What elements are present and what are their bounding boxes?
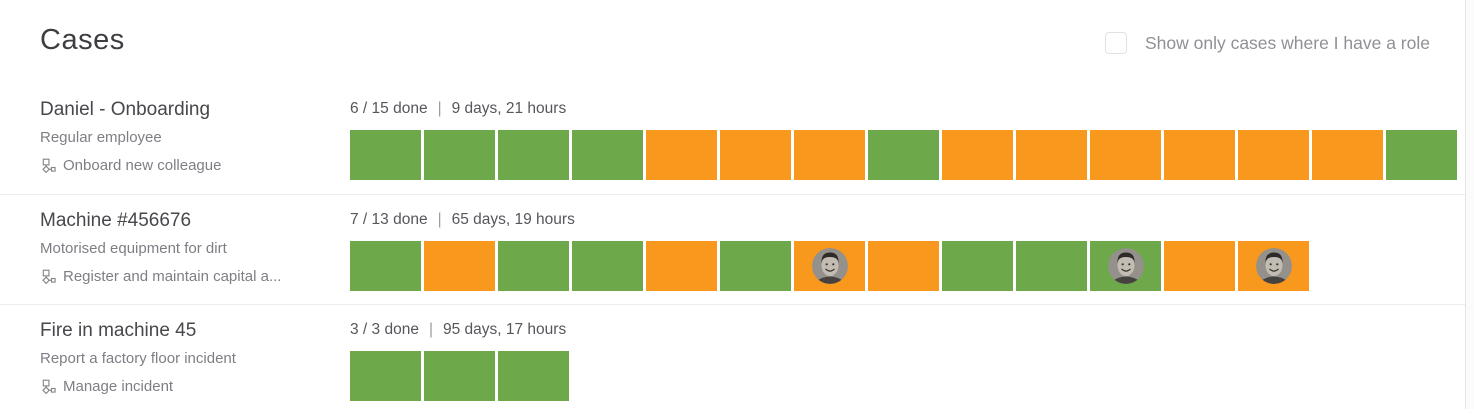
page-header: Cases Show only cases where I have a rol…: [0, 0, 1474, 84]
case-row[interactable]: Daniel - Onboarding Regular employee Onb…: [0, 84, 1474, 194]
case-info: Machine #456676 Motorised equipment for …: [40, 195, 350, 304]
progress-bar: [350, 130, 1457, 180]
case-workflow: Onboard new colleague: [40, 157, 350, 175]
progress-segment-pending[interactable]: [1164, 130, 1235, 180]
progress-bar: [350, 241, 1309, 291]
role-filter[interactable]: Show only cases where I have a role: [1104, 32, 1430, 54]
progress-segment-done[interactable]: [1090, 241, 1161, 291]
case-subtitle: Report a factory floor incident: [40, 350, 236, 367]
progress-segment-done[interactable]: [868, 130, 939, 180]
case-subtitle: Regular employee: [40, 129, 162, 146]
progress-segment-pending[interactable]: [424, 241, 495, 291]
case-title[interactable]: Fire in machine 45: [40, 320, 197, 341]
workflow-name: Onboard new colleague: [63, 157, 222, 174]
done-count: 6 / 15 done: [350, 100, 428, 117]
progress-segment-pending[interactable]: [1312, 130, 1383, 180]
progress-segment-done[interactable]: [350, 130, 421, 180]
stats-separator: |: [437, 100, 442, 117]
role-filter-checkbox[interactable]: [1104, 32, 1127, 54]
workflow-icon: [40, 379, 56, 395]
case-subtitle: Motorised equipment for dirt: [40, 240, 227, 257]
done-count: 3 / 3 done: [350, 321, 419, 338]
duration: 65 days, 19 hours: [451, 211, 575, 228]
stats-separator: |: [428, 321, 433, 338]
case-stats: 3 / 3 done | 95 days, 17 hours: [350, 321, 569, 339]
case-row[interactable]: Machine #456676 Motorised equipment for …: [0, 194, 1474, 304]
case-progress: 7 / 13 done | 65 days, 19 hours: [350, 195, 1309, 304]
case-info: Daniel - Onboarding Regular employee Onb…: [40, 84, 350, 194]
duration: 95 days, 17 hours: [442, 321, 567, 338]
progress-segment-done[interactable]: [942, 241, 1013, 291]
case-progress: 3 / 3 done | 95 days, 17 hours: [350, 305, 569, 414]
progress-segment-done[interactable]: [424, 130, 495, 180]
case-title[interactable]: Daniel - Onboarding: [40, 99, 211, 120]
progress-segment-done[interactable]: [572, 241, 643, 291]
user-avatar-icon: [1255, 248, 1292, 284]
progress-segment-pending[interactable]: [646, 241, 717, 291]
progress-segment-pending[interactable]: [868, 241, 939, 291]
progress-segment-pending[interactable]: [1090, 130, 1161, 180]
case-row[interactable]: Fire in machine 45 Report a factory floo…: [0, 304, 1474, 414]
progress-segment-done[interactable]: [572, 130, 643, 180]
progress-segment-done[interactable]: [720, 241, 791, 291]
workflow-icon: [40, 158, 56, 174]
progress-segment-done[interactable]: [498, 351, 569, 401]
progress-segment-pending[interactable]: [794, 241, 865, 291]
case-info: Fire in machine 45 Report a factory floo…: [40, 305, 350, 414]
user-avatar-icon: [1107, 248, 1144, 284]
progress-segment-pending[interactable]: [1238, 130, 1309, 180]
scrollbar[interactable]: [1465, 0, 1474, 409]
case-workflow: Register and maintain capital a...: [40, 268, 350, 286]
progress-segment-done[interactable]: [1016, 241, 1087, 291]
workflow-icon: [40, 269, 56, 285]
user-avatar-icon: [811, 248, 848, 284]
progress-segment-pending[interactable]: [720, 130, 791, 180]
done-count: 7 / 13 done: [350, 211, 428, 228]
page-title: Cases: [40, 24, 125, 56]
case-progress: 6 / 15 done | 9 days, 21 hours: [350, 84, 1457, 194]
role-filter-label: Show only cases where I have a role: [1144, 32, 1430, 53]
progress-segment-done[interactable]: [498, 130, 569, 180]
workflow-name: Register and maintain capital a...: [63, 268, 282, 285]
progress-segment-pending[interactable]: [646, 130, 717, 180]
progress-segment-pending[interactable]: [1164, 241, 1235, 291]
progress-segment-pending[interactable]: [942, 130, 1013, 180]
case-workflow: Manage incident: [40, 378, 350, 396]
progress-segment-pending[interactable]: [1238, 241, 1309, 291]
progress-segment-done[interactable]: [1386, 130, 1457, 180]
duration: 9 days, 21 hours: [451, 100, 567, 117]
progress-segment-done[interactable]: [424, 351, 495, 401]
case-stats: 7 / 13 done | 65 days, 19 hours: [350, 211, 1309, 229]
progress-segment-done[interactable]: [498, 241, 569, 291]
progress-segment-pending[interactable]: [794, 130, 865, 180]
progress-segment-done[interactable]: [350, 241, 421, 291]
case-title[interactable]: Machine #456676: [40, 210, 192, 231]
case-stats: 6 / 15 done | 9 days, 21 hours: [350, 100, 1457, 118]
progress-segment-pending[interactable]: [1016, 130, 1087, 180]
workflow-name: Manage incident: [63, 378, 174, 395]
progress-bar: [350, 351, 569, 401]
stats-separator: |: [437, 211, 442, 228]
progress-segment-done[interactable]: [350, 351, 421, 401]
